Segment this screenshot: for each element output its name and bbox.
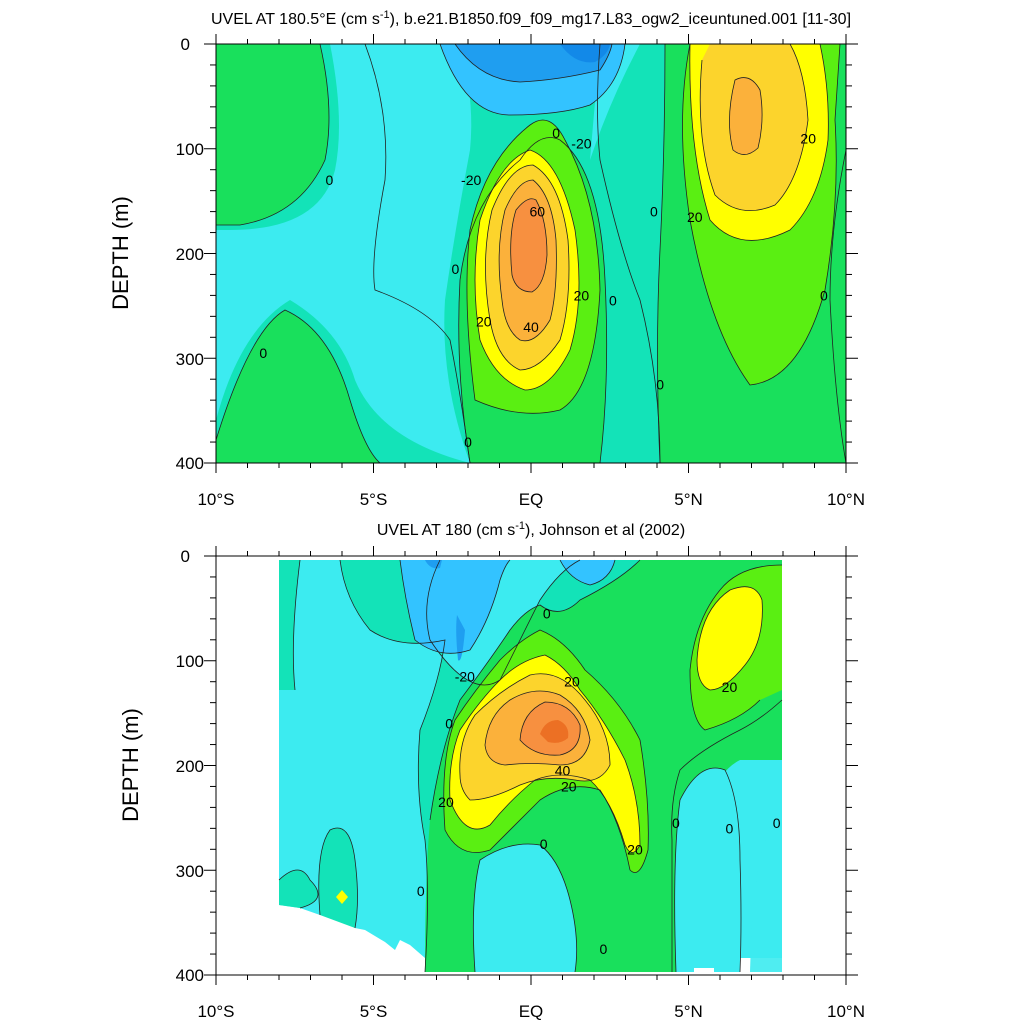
top-contour-label: 20: [687, 209, 703, 225]
top-contour-label: 0: [552, 125, 560, 141]
top-contour-label: 0: [650, 204, 658, 220]
top-contour-label: 0: [464, 434, 472, 450]
bottom-contour-label: 40: [555, 763, 571, 779]
top-contour-labels: 0 -20 -20 0 60 0 20 20 0 20 0 20 40 0 0 0 0: [259, 125, 828, 450]
top-contour-label: 20: [800, 130, 816, 146]
top-x-ticklabels: 10°S 5°S EQ 5°N 10°N: [197, 490, 865, 509]
bottom-contour-label: 0: [543, 606, 551, 622]
bottom-contour-label: 0: [726, 820, 734, 836]
panel-bottom: UVEL AT 180 (cm s-1), Johnson et al (200…: [118, 520, 865, 1021]
bottom-ytick-400: 400: [176, 966, 204, 985]
bottom-y-ticklabels: 0 100 200 300 400: [176, 547, 204, 985]
bottom-contour-label: 0: [445, 716, 453, 732]
bottom-ytick-0: 0: [181, 547, 190, 566]
bottom-contour-label: 20: [722, 679, 738, 695]
bottom-title: UVEL AT 180 (cm s-1), Johnson et al (200…: [377, 520, 685, 539]
top-contour-label: 0: [452, 261, 460, 277]
bottom-x-ticklabels: 10°S 5°S EQ 5°N 10°N: [197, 1002, 865, 1021]
top-xtick-10n: 10°N: [827, 490, 865, 509]
bottom-xtick-10s: 10°S: [197, 1002, 234, 1021]
top-contour-label: 60: [530, 204, 546, 220]
top-contour-label: 20: [476, 314, 492, 330]
top-contour-label: -20: [571, 136, 591, 152]
bottom-xtick-5n: 5°N: [674, 1002, 703, 1021]
top-title: UVEL AT 180.5°E (cm s-1), b.e21.B1850.f0…: [211, 9, 851, 28]
bottom-ticks: [204, 546, 858, 985]
bottom-contour-label: -20: [455, 668, 475, 684]
bottom-contour-label: 0: [672, 815, 680, 831]
top-xtick-5s: 5°S: [360, 490, 388, 509]
top-ytick-0: 0: [181, 35, 190, 54]
top-contour-label: 0: [609, 293, 617, 309]
bottom-contour-label: 0: [540, 836, 548, 852]
bottom-contour-label: 20: [627, 841, 643, 857]
bottom-y-axis-label: DEPTH (m): [118, 708, 143, 822]
top-xtick-5n: 5°N: [674, 490, 703, 509]
bottom-xtick-eq: EQ: [519, 1002, 544, 1021]
bottom-contour-label: 0: [600, 941, 608, 957]
top-contour-label: -20: [461, 172, 481, 188]
top-xtick-eq: EQ: [519, 490, 544, 509]
panel-top: UVEL AT 180.5°E (cm s-1), b.e21.B1850.f0…: [108, 9, 865, 509]
top-ytick-100: 100: [176, 140, 204, 159]
top-ytick-200: 200: [176, 245, 204, 264]
top-ytick-300: 300: [176, 350, 204, 369]
bottom-xtick-5s: 5°S: [360, 1002, 388, 1021]
top-contour-label: 40: [523, 319, 539, 335]
bottom-ytick-200: 200: [176, 757, 204, 776]
top-y-ticklabels: 0 100 200 300 400: [176, 35, 204, 473]
bottom-contour-label: 20: [564, 674, 580, 690]
top-ytick-400: 400: [176, 454, 204, 473]
bottom-contour-label: 0: [773, 815, 781, 831]
top-y-axis-label: DEPTH (m): [108, 196, 133, 310]
top-ticks: [204, 34, 858, 473]
bottom-contour-label: 0: [417, 883, 425, 899]
bottom-contour-label: 20: [561, 778, 577, 794]
bottom-xtick-10n: 10°N: [827, 1002, 865, 1021]
top-contour-label: 0: [656, 376, 664, 392]
bottom-ytick-100: 100: [176, 652, 204, 671]
top-contour-fill: [216, 44, 846, 463]
top-contour-label: 0: [820, 287, 828, 303]
top-contour-label: 0: [259, 345, 267, 361]
top-contour-label: 0: [326, 172, 334, 188]
top-contour-label: 20: [574, 287, 590, 303]
bottom-contour-fill: [278, 559, 783, 975]
bottom-ytick-300: 300: [176, 862, 204, 881]
bottom-contour-label: 20: [438, 794, 454, 810]
top-xtick-10s: 10°S: [197, 490, 234, 509]
